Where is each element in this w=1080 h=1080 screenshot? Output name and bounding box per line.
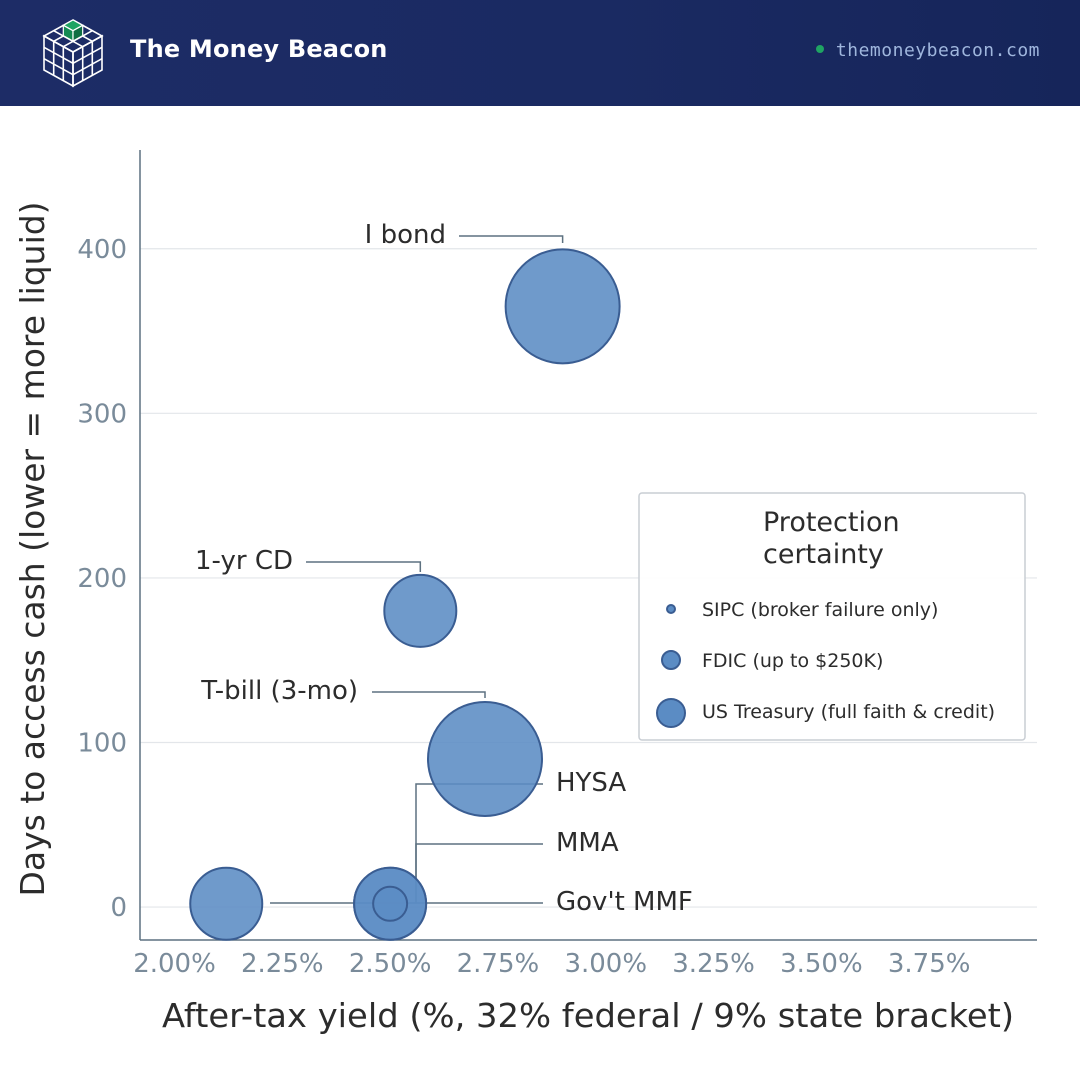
site-url-text: themoneybeacon.com [835, 40, 1040, 61]
x-tick-label: 3.50% [780, 949, 863, 979]
point-label: 1-yr CD [195, 546, 293, 576]
legend-marker [666, 604, 676, 614]
point-label: MMA [556, 828, 619, 858]
bubble-point [189, 866, 264, 941]
x-tick-label: 3.00% [564, 949, 647, 979]
leader-line [306, 561, 422, 572]
site-url[interactable]: themoneybeacon.com [815, 40, 1040, 61]
y-tick-label: 300 [77, 399, 127, 429]
legend-marker [661, 650, 681, 670]
point-label: I bond [365, 220, 446, 250]
x-tick-label: 3.75% [888, 949, 971, 979]
bubble-point [504, 248, 621, 365]
legend-item-label: SIPC (broker failure only) [702, 599, 938, 621]
header-bar: The Money Beacon themoneybeacon.com [0, 0, 1080, 106]
y-tick-label: 400 [77, 235, 127, 265]
bubble-point [427, 700, 543, 817]
legend-title: certainty [763, 539, 884, 570]
y-tick-label: 200 [77, 564, 127, 594]
status-dot-icon [815, 45, 824, 53]
legend-marker [656, 698, 686, 728]
x-tick-label: 3.25% [672, 949, 755, 979]
x-axis-title: After-tax yield (%, 32% federal / 9% sta… [162, 996, 1014, 1035]
point-label: Gov't MMF [556, 887, 693, 917]
y-tick-label: 0 [110, 893, 127, 923]
legend-item-label: FDIC (up to $250K) [702, 650, 883, 672]
brand-name: The Money Beacon [130, 35, 388, 63]
leader-line [415, 843, 543, 904]
bubble-point [372, 885, 409, 922]
y-axis-title: Days to access cash (lower = more liquid… [13, 202, 52, 897]
leader-line [372, 691, 486, 698]
y-tick-label: 100 [77, 729, 127, 759]
x-tick-label: 2.25% [241, 949, 324, 979]
legend-box [638, 492, 1026, 741]
x-tick-label: 2.50% [349, 949, 432, 979]
x-tick-label: 2.00% [133, 949, 216, 979]
bubble-point [383, 573, 458, 648]
x-tick-label: 2.75% [457, 949, 540, 979]
point-label: HYSA [556, 768, 626, 798]
legend-title: Protection [763, 507, 900, 538]
cube-grid-icon [42, 19, 104, 88]
leader-line [459, 235, 564, 243]
legend-item-label: US Treasury (full faith & credit) [702, 701, 995, 723]
point-label: T-bill (3-mo) [200, 676, 358, 706]
